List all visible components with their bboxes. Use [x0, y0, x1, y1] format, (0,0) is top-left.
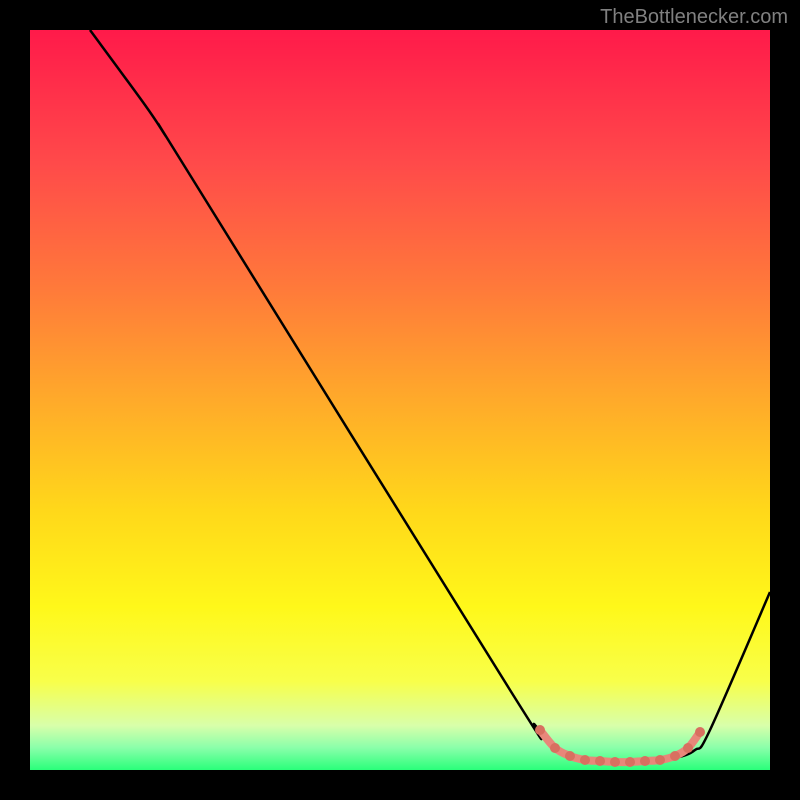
optimal-range-markers [535, 725, 705, 767]
chart-plot-area [30, 30, 770, 770]
watermark-text: TheBottlenecker.com [600, 6, 788, 29]
bottleneck-curve [30, 30, 770, 770]
curve-path [90, 30, 770, 762]
